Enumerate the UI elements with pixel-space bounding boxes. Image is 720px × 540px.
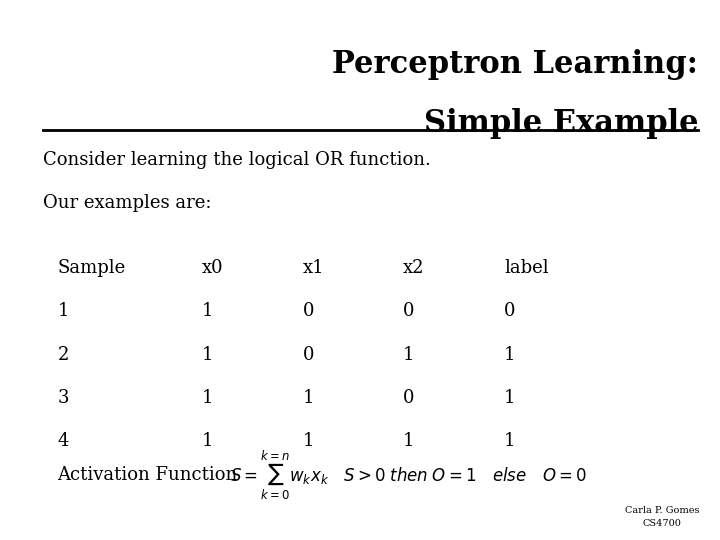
Text: Simple Example: Simple Example — [424, 108, 698, 139]
Text: 4: 4 — [58, 432, 69, 450]
Text: 1: 1 — [403, 432, 415, 450]
Text: Activation Function: Activation Function — [58, 466, 238, 484]
Text: x1: x1 — [302, 259, 324, 277]
Text: 0: 0 — [302, 346, 314, 363]
Text: Perceptron Learning:: Perceptron Learning: — [333, 49, 698, 79]
Text: 1: 1 — [302, 389, 314, 407]
Text: 0: 0 — [403, 389, 415, 407]
Text: 0: 0 — [302, 302, 314, 320]
Text: 1: 1 — [202, 389, 213, 407]
Text: x0: x0 — [202, 259, 223, 277]
Text: 1: 1 — [202, 432, 213, 450]
Text: Sample: Sample — [58, 259, 126, 277]
Text: 1: 1 — [504, 432, 516, 450]
Text: 1: 1 — [403, 346, 415, 363]
Text: label: label — [504, 259, 549, 277]
Text: 1: 1 — [58, 302, 69, 320]
Text: 0: 0 — [403, 302, 415, 320]
Text: Carla P. Gomes: Carla P. Gomes — [625, 506, 700, 515]
Text: 0: 0 — [504, 302, 516, 320]
Text: x2: x2 — [403, 259, 425, 277]
Text: $S = \sum_{k=0}^{k=n} w_k x_k \quad S > 0 \; \mathit{then} \; O = 1 \quad \mathi: $S = \sum_{k=0}^{k=n} w_k x_k \quad S > … — [230, 449, 588, 502]
Text: CS4700: CS4700 — [643, 519, 682, 528]
Text: 1: 1 — [202, 302, 213, 320]
Text: Consider learning the logical OR function.: Consider learning the logical OR functio… — [43, 151, 431, 169]
Text: 1: 1 — [504, 346, 516, 363]
Text: 1: 1 — [504, 389, 516, 407]
Text: 1: 1 — [202, 346, 213, 363]
Text: 3: 3 — [58, 389, 69, 407]
Text: Our examples are:: Our examples are: — [43, 194, 212, 212]
Text: 2: 2 — [58, 346, 69, 363]
Text: 1: 1 — [302, 432, 314, 450]
